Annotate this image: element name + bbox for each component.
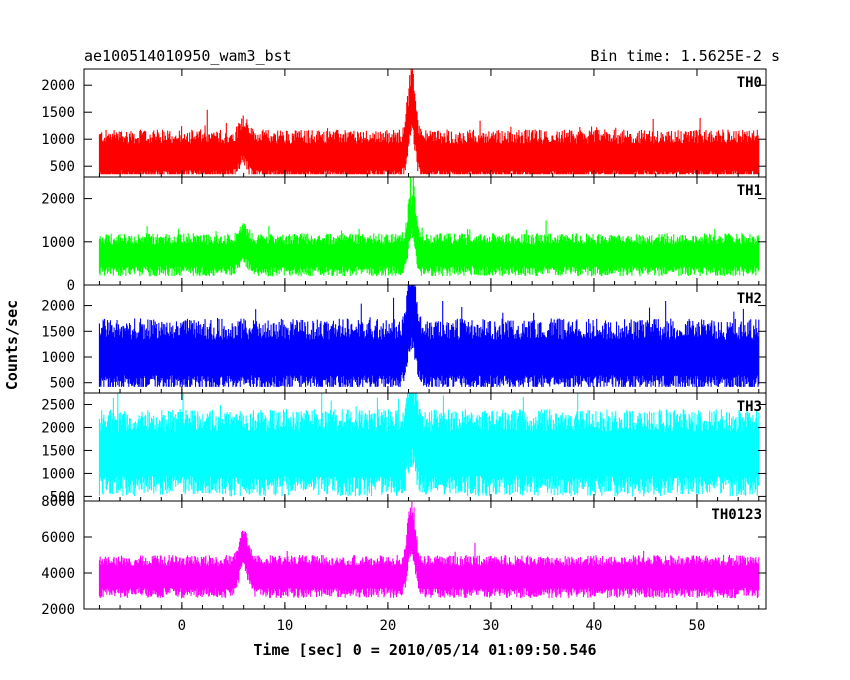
y-tick-label: 8000 (41, 494, 75, 510)
y-tick-label: 2000 (41, 602, 75, 618)
y-tick-label: 1500 (41, 105, 75, 121)
x-tick-label: 20 (379, 618, 396, 634)
panel-th2: 500 1000 1500 2000 TH2 (41, 284, 767, 394)
series-line-th1 (98, 177, 760, 277)
series-line-th3 (98, 393, 760, 497)
y-tick-label: 6000 (41, 530, 75, 546)
y-axis-label: Counts/sec (3, 300, 21, 390)
panel-label: TH1 (737, 183, 762, 199)
y-tick-label: 2000 (41, 299, 75, 315)
y-tick-label: 500 (50, 159, 75, 175)
y-tick-label: 500 (50, 489, 75, 505)
panel-label: TH2 (737, 291, 762, 307)
y-tick-label: 1500 (41, 324, 75, 340)
y-tick-label: 4000 (41, 566, 75, 582)
x-tick-label: 0 (178, 618, 186, 634)
y-tick-label: 1500 (41, 443, 75, 459)
y-tick-label: 2000 (41, 192, 75, 208)
y-tick-label: 2000 (41, 420, 75, 436)
y-tick-label: 500 (50, 376, 75, 392)
series-line-th2 (98, 285, 760, 387)
panel-th0: 500 1000 1500 2000 TH0 (41, 68, 767, 178)
panel-th3: 500 1000 1500 2000 2500 TH3 (41, 392, 767, 505)
panels-group: 500 1000 1500 2000 TH0 0 1000 2000 TH1 500 1000 150… (41, 68, 767, 618)
chart-title: ae100514010950_wam3_bst (84, 47, 292, 65)
y-tick-label: 0 (67, 278, 75, 294)
x-tick-label: 10 (276, 618, 293, 634)
panel-th0123: 2000 4000 6000 8000 TH0123 (41, 494, 767, 618)
panel-label: TH3 (737, 399, 762, 415)
series-line-th0123 (98, 501, 760, 599)
y-tick-label: 1000 (41, 132, 75, 148)
bin-time-label: Bin time: 1.5625E-2 s (590, 47, 780, 65)
x-axis-label: Time [sec] 0 = 2010/05/14 01:09:50.546 (253, 641, 596, 659)
x-axis: 0 10 20 30 40 50 (178, 618, 706, 634)
panel-label: TH0 (737, 75, 762, 91)
series-line-th0 (98, 69, 760, 175)
y-tick-label: 1000 (41, 350, 75, 366)
panel-frame (83, 500, 767, 610)
x-tick-label: 50 (689, 618, 706, 634)
y-tick-label: 1000 (41, 466, 75, 482)
y-tick-label: 2500 (41, 397, 75, 413)
y-tick-label: 1000 (41, 235, 75, 251)
x-tick-label: 40 (586, 618, 603, 634)
panel-label: TH0123 (711, 507, 762, 523)
y-tick-label: 2000 (41, 78, 75, 94)
x-tick-label: 30 (483, 618, 500, 634)
